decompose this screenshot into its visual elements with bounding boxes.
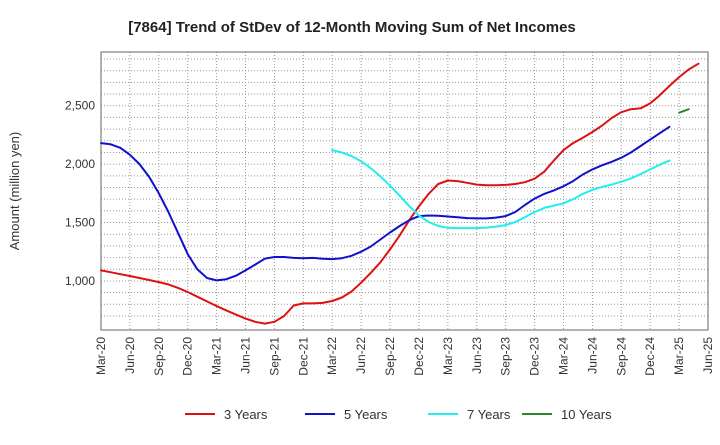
x-tick-label: Sep-24 — [614, 337, 628, 376]
x-tick-label: Mar-22 — [325, 337, 339, 375]
x-tick-label: Sep-23 — [499, 337, 513, 376]
x-tick-label: Dec-20 — [181, 337, 195, 376]
x-tick-label: Dec-24 — [643, 337, 657, 376]
x-tick-label: Mar-24 — [556, 337, 570, 375]
series-layer — [100, 62, 700, 325]
y-tick-label: 1,000 — [65, 274, 95, 288]
x-tick-label: Sep-21 — [267, 337, 281, 376]
legend: 3 Years 5 Years 7 Years 10 Years — [185, 407, 612, 422]
grid-layer — [101, 52, 708, 330]
y-tick-label: 1,500 — [65, 216, 95, 230]
chart-title: [7864] Trend of StDev of 12-Month Moving… — [128, 19, 576, 36]
x-tick-label: Sep-22 — [383, 337, 397, 376]
x-tick-label: Dec-23 — [528, 337, 542, 376]
x-tick-label: Jun-20 — [123, 337, 137, 374]
x-tick-label: Mar-20 — [94, 337, 108, 375]
legend-label-10-years: 10 Years — [561, 407, 612, 422]
series-line-7-years — [331, 149, 671, 230]
x-tick-label: Mar-23 — [441, 337, 455, 375]
y-tick-label: 2,000 — [65, 157, 95, 171]
x-axis-ticks: Mar-20 Jun-20 Sep-20 Dec-20 Mar-21 Jun-21 Sep-… — [94, 337, 715, 376]
series-line-5-years — [100, 125, 671, 282]
series-line-3-years — [100, 62, 700, 325]
x-tick-label: Jun-22 — [354, 337, 368, 374]
x-tick-label: Sep-20 — [152, 337, 166, 376]
x-tick-label: Mar-25 — [672, 337, 686, 375]
x-tick-label: Jun-24 — [585, 337, 599, 374]
y-axis-ticks: 1,000 1,500 2,000 2,500 — [65, 99, 95, 288]
x-tick-label: Jun-25 — [701, 337, 715, 374]
x-tick-label: Mar-21 — [210, 337, 224, 375]
x-tick-label: Dec-21 — [296, 337, 310, 376]
series-line-10-years — [678, 108, 690, 114]
legend-label-3-years: 3 Years — [224, 407, 268, 422]
x-tick-label: Jun-21 — [239, 337, 253, 374]
x-tick-label: Dec-22 — [412, 337, 426, 376]
y-tick-label: 2,500 — [65, 99, 95, 113]
legend-label-7-years: 7 Years — [467, 407, 511, 422]
plot-area — [100, 51, 709, 331]
y-axis-title: Amount (million yen) — [7, 132, 22, 251]
legend-label-5-years: 5 Years — [344, 407, 388, 422]
x-tick-label: Jun-23 — [470, 337, 484, 374]
